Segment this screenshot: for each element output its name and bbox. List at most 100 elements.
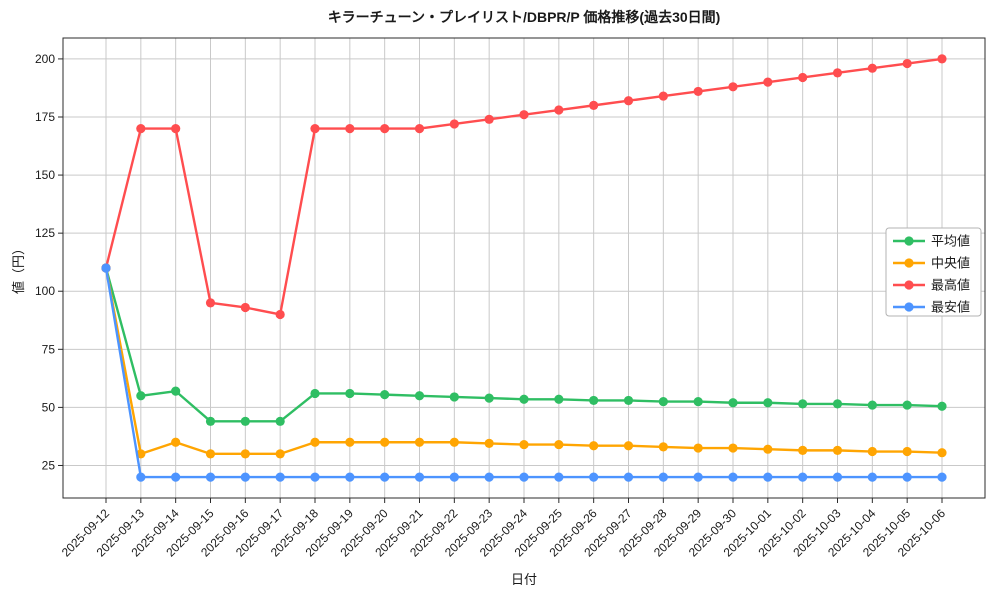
data-point: [798, 399, 808, 409]
chart-title: キラーチューン・プレイリスト/DBPR/P 価格推移(過去30日間): [328, 9, 721, 25]
data-point: [205, 449, 216, 459]
y-tick-label: 25: [42, 458, 56, 472]
data-point: [623, 395, 634, 406]
data-point: [902, 400, 912, 410]
series-最安値: [101, 263, 947, 482]
data-point: [449, 119, 459, 129]
data-point: [345, 437, 355, 447]
data-point: [240, 472, 250, 482]
data-point: [554, 105, 564, 115]
data-point: [937, 472, 947, 482]
data-point: [693, 472, 703, 482]
data-point: [310, 388, 320, 399]
data-point: [205, 298, 216, 308]
data-point: [589, 472, 599, 482]
data-point: [519, 110, 529, 120]
data-point: [554, 394, 564, 404]
data-point: [658, 396, 668, 407]
legend-item-平均値: 平均値: [893, 234, 970, 249]
data-point: [763, 398, 773, 408]
data-point: [414, 472, 425, 482]
data-point: [832, 472, 843, 482]
y-axis-label: 値（円）: [11, 242, 26, 294]
data-point: [554, 472, 564, 482]
data-point: [832, 68, 843, 78]
data-point: [832, 445, 843, 455]
data-point: [240, 302, 250, 313]
legend-marker: [904, 236, 914, 246]
legend-marker: [904, 302, 914, 312]
x-axis-label: 日付: [511, 572, 537, 587]
data-point: [902, 446, 912, 457]
data-point: [101, 263, 111, 273]
data-point: [937, 401, 947, 411]
data-point: [205, 472, 216, 482]
data-point: [414, 437, 425, 447]
data-point: [693, 443, 703, 453]
data-point: [484, 114, 494, 124]
series-平均値: [101, 263, 947, 426]
y-tick-label: 200: [35, 52, 55, 66]
data-point: [484, 393, 494, 403]
data-point: [519, 439, 529, 450]
data-point: [171, 437, 181, 447]
data-point: [623, 472, 634, 482]
y-tick-label: 175: [35, 110, 55, 124]
x-tick-labels: 2025-09-122025-09-132025-09-142025-09-15…: [59, 506, 949, 560]
data-point: [240, 416, 250, 426]
data-point: [345, 472, 355, 482]
data-point: [728, 398, 738, 408]
data-point: [589, 395, 599, 406]
data-point: [728, 443, 738, 453]
axis-ticks: [58, 58, 943, 503]
data-point: [519, 394, 529, 404]
data-point: [380, 124, 390, 134]
legend-marker: [904, 280, 914, 290]
data-point: [902, 472, 912, 482]
data-point: [275, 416, 285, 426]
data-point: [763, 444, 773, 454]
y-tick-labels: 25 50 75 100 125 150 175 200: [35, 52, 55, 473]
data-point: [310, 124, 320, 134]
data-point: [589, 441, 599, 451]
data-point: [136, 472, 146, 482]
y-tick-label: 50: [42, 400, 56, 414]
data-point: [345, 124, 355, 134]
data-point: [658, 91, 668, 101]
y-tick-label: 125: [35, 226, 55, 240]
data-point: [414, 124, 425, 134]
data-point: [937, 54, 947, 64]
data-point: [275, 309, 285, 320]
data-point: [414, 391, 425, 401]
data-point: [240, 449, 250, 459]
data-point: [310, 472, 320, 482]
data-point: [171, 386, 181, 396]
chart-series: [101, 54, 947, 482]
data-point: [693, 86, 703, 97]
data-point: [728, 82, 738, 92]
data-point: [798, 445, 808, 455]
data-point: [867, 446, 877, 457]
legend-marker: [904, 258, 914, 268]
data-point: [171, 124, 181, 134]
data-point: [519, 472, 529, 482]
data-point: [763, 472, 773, 482]
y-tick-label: 75: [42, 342, 56, 356]
data-point: [658, 472, 668, 482]
legend-item-中央値: 中央値: [893, 256, 970, 271]
data-point: [763, 77, 773, 87]
data-point: [867, 472, 877, 482]
data-point: [380, 472, 390, 482]
data-point: [623, 96, 634, 106]
data-point: [589, 100, 599, 110]
data-point: [658, 442, 668, 452]
grid-lines: [63, 38, 985, 498]
data-point: [798, 472, 808, 482]
data-point: [554, 439, 564, 450]
data-point: [275, 472, 285, 482]
data-point: [136, 124, 146, 134]
legend-label: 平均値: [931, 234, 970, 249]
